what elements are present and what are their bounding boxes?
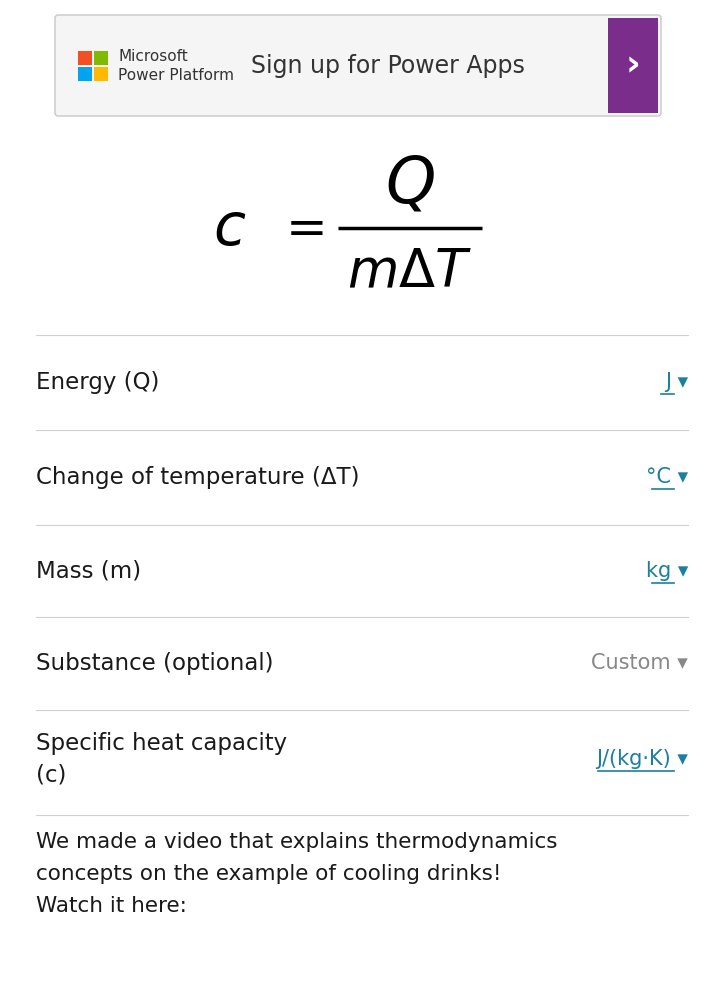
Text: Mass (m): Mass (m): [36, 560, 141, 583]
Text: J/(kg·K) ▾: J/(kg·K) ▾: [596, 749, 688, 769]
Text: $\mathit{m}\Delta \mathit{T}$: $\mathit{m}\Delta \mathit{T}$: [348, 246, 472, 298]
Text: Change of temperature (ΔT): Change of temperature (ΔT): [36, 465, 359, 488]
Text: J ▾: J ▾: [665, 372, 688, 392]
Text: °C ▾: °C ▾: [646, 467, 688, 487]
Text: $=$: $=$: [276, 204, 324, 252]
Bar: [78, 66, 92, 80]
Bar: [94, 50, 108, 64]
Text: $\mathit{c}$: $\mathit{c}$: [213, 200, 247, 256]
FancyBboxPatch shape: [55, 15, 661, 116]
Text: $\mathit{Q}$: $\mathit{Q}$: [385, 153, 435, 215]
Text: kg ▾: kg ▾: [646, 561, 688, 581]
Text: (c): (c): [36, 764, 66, 787]
Text: We made a video that explains thermodynamics: We made a video that explains thermodyna…: [36, 832, 557, 852]
Text: Power Platform: Power Platform: [118, 67, 234, 82]
Bar: [94, 66, 108, 80]
Text: Specific heat capacity: Specific heat capacity: [36, 732, 287, 755]
Text: Sign up for Power Apps: Sign up for Power Apps: [251, 53, 525, 77]
Bar: [608, 18, 658, 113]
Text: concepts on the example of cooling drinks!: concepts on the example of cooling drink…: [36, 864, 502, 884]
Bar: [78, 50, 92, 64]
Text: Microsoft: Microsoft: [118, 48, 188, 63]
Text: Energy (Q): Energy (Q): [36, 371, 159, 394]
Text: Watch it here:: Watch it here:: [36, 896, 187, 916]
Text: ›: ›: [626, 48, 640, 82]
Text: Substance (optional): Substance (optional): [36, 651, 274, 674]
Text: Custom ▾: Custom ▾: [591, 653, 688, 673]
